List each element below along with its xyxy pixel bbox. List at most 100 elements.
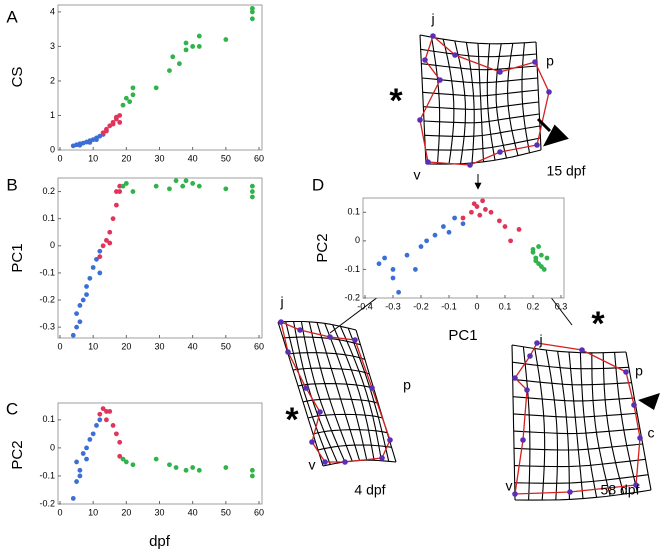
landmark (430, 33, 436, 39)
x-axis-label: PC1 (448, 327, 477, 344)
grid-line-horizontal (420, 48, 537, 58)
landmark (387, 437, 393, 443)
grid-line-horizontal (423, 113, 540, 124)
grid-line-vertical (602, 352, 625, 495)
y-tick-label: -0.2 (39, 294, 55, 304)
x-tick-label: 20 (121, 341, 131, 351)
data-point (249, 189, 255, 194)
x-tick-label: 0 (57, 341, 62, 351)
x-tick-label: 20 (121, 153, 131, 163)
x-tick-label: 30 (154, 341, 164, 351)
data-point (249, 183, 255, 189)
landmark (579, 347, 585, 353)
data-point (84, 445, 89, 451)
data-point (87, 437, 93, 442)
grid-line-horizontal (512, 361, 629, 370)
y-tick-label: 0.1 (42, 213, 55, 223)
grid-line-horizontal (423, 101, 539, 110)
data-point (530, 247, 536, 252)
landmark (437, 77, 443, 83)
x-tick-label: 0.2 (527, 301, 540, 311)
age-label: 15 dpf (547, 163, 586, 179)
landmark-label: p (403, 377, 411, 393)
data-point (90, 265, 96, 270)
data-point (130, 92, 136, 98)
landmark-label: p (546, 53, 554, 69)
data-point (104, 128, 109, 134)
data-point (460, 215, 466, 221)
y-tick-label: 0 (355, 235, 360, 245)
landmark-label: p (635, 363, 643, 379)
plot-frame (57, 402, 263, 505)
data-point (120, 183, 126, 189)
x-tick-label: 30 (154, 153, 164, 163)
grid-line-vertical (293, 321, 339, 464)
x-tick-label: 10 (88, 153, 98, 163)
x-tick-label: 60 (254, 507, 264, 517)
x-tick-label: -0.1 (441, 301, 457, 311)
data-point (127, 99, 133, 105)
data-point (104, 237, 109, 243)
y-tick-label: 0 (50, 144, 55, 154)
data-point (173, 465, 179, 470)
grid-line-vertical (419, 34, 427, 165)
arrow (536, 117, 569, 147)
data-point (396, 289, 401, 295)
grid-line-horizontal (511, 344, 627, 354)
data-point (180, 183, 186, 189)
data-point (100, 243, 106, 249)
x-tick-label: 50 (221, 507, 231, 517)
grid-line-vertical (507, 43, 519, 156)
data-point (113, 114, 119, 120)
y-tick-label: 3 (50, 41, 55, 51)
data-point (107, 409, 113, 414)
data-point (97, 248, 103, 254)
data-point (183, 47, 189, 53)
x-tick-label: 30 (154, 507, 164, 517)
landmark (520, 437, 526, 443)
data-point (167, 186, 172, 192)
grid-line-vertical (545, 349, 559, 500)
landmark (623, 369, 629, 375)
grid-line-horizontal (425, 149, 542, 165)
data-point (413, 267, 418, 272)
x-tick-label: 10 (88, 341, 98, 351)
grid-line-vertical (454, 40, 467, 164)
x-tick-label: 0 (57, 153, 62, 163)
data-point (446, 229, 452, 235)
grid-line-vertical (465, 42, 475, 164)
data-point (117, 189, 123, 194)
data-point (196, 183, 202, 189)
landmark (342, 459, 348, 465)
grid-line-vertical (477, 43, 485, 162)
data-point (382, 255, 387, 261)
grid-line-horizontal (421, 77, 538, 84)
y-tick-label: -0.3 (39, 322, 55, 332)
landmark (352, 337, 358, 343)
data-point (123, 95, 129, 101)
data-point (477, 212, 483, 218)
grid-line-vertical (300, 321, 346, 463)
data-point (87, 275, 93, 281)
data-point (249, 194, 255, 200)
landmark (303, 385, 309, 391)
data-point (190, 181, 196, 186)
grid-line-vertical (522, 346, 531, 501)
data-point (502, 224, 508, 229)
landmark (322, 459, 328, 465)
grid-line-horizontal (514, 458, 646, 468)
grid-line-horizontal (297, 383, 374, 390)
grid-line-horizontal (513, 443, 643, 451)
data-point (497, 218, 502, 224)
data-point (74, 479, 79, 484)
grid-line-vertical (534, 348, 546, 501)
data-point (97, 411, 103, 417)
x-tick-label: 20 (121, 507, 131, 517)
grid-line-horizontal (287, 352, 366, 360)
y-tick-label: -0.1 (344, 264, 360, 274)
data-point (249, 16, 255, 22)
grid-line-vertical (431, 37, 441, 165)
y-tick-label: 0.2 (42, 186, 55, 196)
landmark-label: c (648, 425, 655, 441)
